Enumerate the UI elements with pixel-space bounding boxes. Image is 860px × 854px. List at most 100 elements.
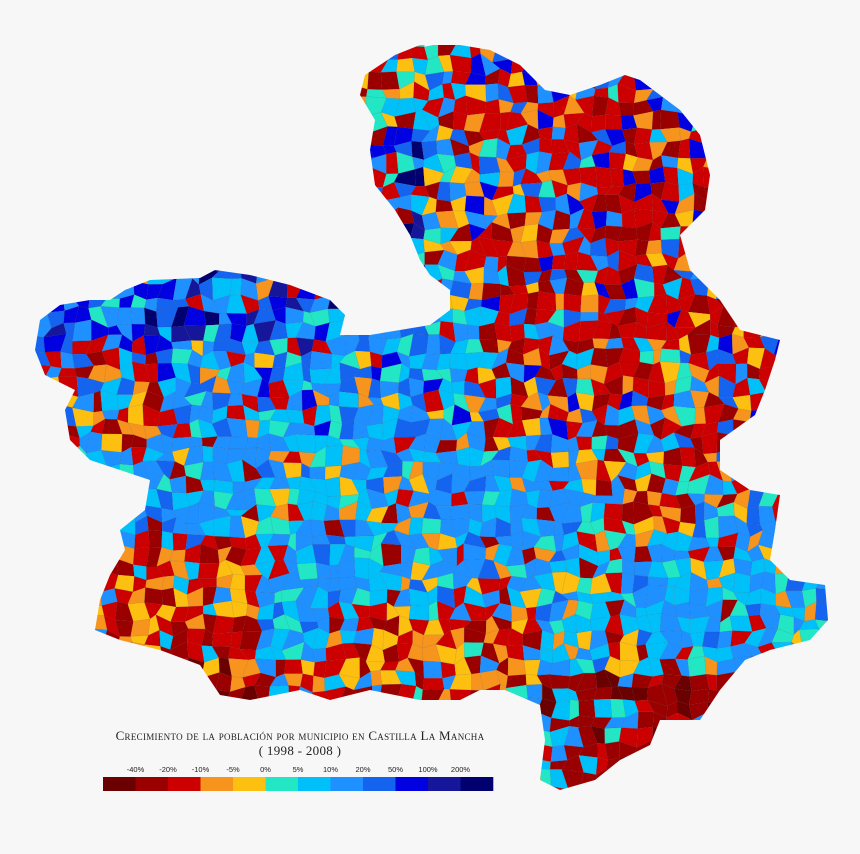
municipality bbox=[145, 196, 160, 215]
municipality bbox=[805, 154, 822, 167]
municipality bbox=[60, 544, 81, 565]
municipality bbox=[815, 475, 828, 492]
municipality bbox=[141, 165, 160, 187]
municipality bbox=[143, 757, 159, 777]
municipality bbox=[92, 235, 105, 253]
municipality bbox=[243, 193, 261, 217]
municipality bbox=[232, 210, 245, 227]
municipality bbox=[705, 783, 724, 790]
municipality bbox=[35, 165, 38, 187]
municipality bbox=[254, 701, 269, 720]
municipality bbox=[176, 95, 190, 117]
municipality bbox=[381, 45, 400, 49]
municipality bbox=[62, 138, 81, 160]
municipality bbox=[85, 475, 106, 493]
municipality bbox=[255, 208, 275, 227]
municipality bbox=[185, 45, 207, 48]
municipality bbox=[508, 758, 526, 775]
municipality bbox=[816, 503, 828, 523]
municipality bbox=[730, 266, 753, 287]
municipality bbox=[337, 223, 361, 239]
municipality bbox=[805, 745, 818, 757]
municipality bbox=[762, 655, 781, 676]
municipality bbox=[323, 256, 347, 273]
municipality bbox=[37, 298, 49, 313]
municipality bbox=[35, 379, 37, 394]
municipality bbox=[115, 196, 137, 217]
municipality bbox=[776, 466, 794, 478]
municipality bbox=[35, 673, 52, 690]
municipality bbox=[225, 130, 249, 146]
municipality bbox=[381, 45, 400, 60]
municipality bbox=[339, 151, 355, 174]
municipality bbox=[425, 334, 441, 355]
municipality bbox=[113, 221, 133, 244]
municipality bbox=[787, 549, 805, 564]
municipality bbox=[708, 68, 725, 83]
municipality bbox=[214, 109, 235, 131]
municipality bbox=[659, 109, 680, 130]
municipality bbox=[246, 437, 259, 450]
municipality bbox=[170, 140, 192, 157]
municipality bbox=[730, 126, 752, 142]
municipality bbox=[492, 45, 514, 63]
municipality bbox=[88, 125, 107, 143]
municipality bbox=[281, 224, 300, 242]
municipality bbox=[800, 284, 821, 299]
municipality bbox=[393, 277, 414, 297]
municipality bbox=[61, 531, 81, 550]
municipality bbox=[88, 71, 106, 91]
municipality bbox=[674, 782, 692, 790]
municipality bbox=[760, 768, 776, 790]
municipality bbox=[757, 152, 781, 168]
municipality bbox=[352, 179, 372, 195]
municipality bbox=[540, 784, 552, 790]
municipality bbox=[786, 53, 806, 75]
municipality bbox=[576, 67, 597, 90]
municipality bbox=[205, 29, 216, 43]
municipality bbox=[637, 784, 649, 790]
municipality bbox=[687, 81, 711, 99]
municipality bbox=[353, 154, 375, 173]
municipality bbox=[800, 292, 821, 312]
municipality bbox=[187, 226, 202, 241]
municipality bbox=[814, 381, 828, 397]
municipality bbox=[113, 239, 133, 252]
municipality bbox=[35, 211, 47, 228]
municipality bbox=[720, 45, 737, 49]
municipality bbox=[521, 768, 543, 787]
municipality bbox=[800, 310, 820, 321]
municipality bbox=[113, 141, 137, 155]
municipality bbox=[283, 659, 304, 675]
municipality bbox=[35, 193, 39, 217]
municipality bbox=[758, 432, 775, 450]
municipality bbox=[523, 45, 541, 62]
municipality bbox=[184, 45, 206, 61]
municipality bbox=[121, 657, 137, 679]
municipality bbox=[380, 543, 402, 567]
municipality bbox=[771, 448, 794, 469]
municipality bbox=[35, 254, 45, 270]
municipality bbox=[691, 209, 711, 227]
municipality bbox=[46, 291, 65, 313]
municipality bbox=[115, 677, 136, 688]
municipality bbox=[691, 249, 703, 273]
municipality bbox=[35, 781, 38, 790]
municipality bbox=[371, 305, 388, 329]
municipality bbox=[647, 755, 663, 772]
municipality bbox=[743, 324, 767, 338]
municipality bbox=[338, 697, 360, 721]
municipality bbox=[299, 45, 318, 47]
municipality bbox=[525, 606, 537, 620]
municipality bbox=[157, 84, 179, 101]
municipality bbox=[115, 184, 137, 199]
municipality bbox=[408, 605, 430, 621]
municipality bbox=[451, 744, 470, 755]
municipality bbox=[438, 26, 456, 45]
municipality bbox=[177, 740, 191, 757]
municipality bbox=[776, 549, 791, 564]
municipality bbox=[35, 658, 52, 675]
municipality bbox=[225, 151, 245, 169]
municipality bbox=[282, 157, 302, 171]
